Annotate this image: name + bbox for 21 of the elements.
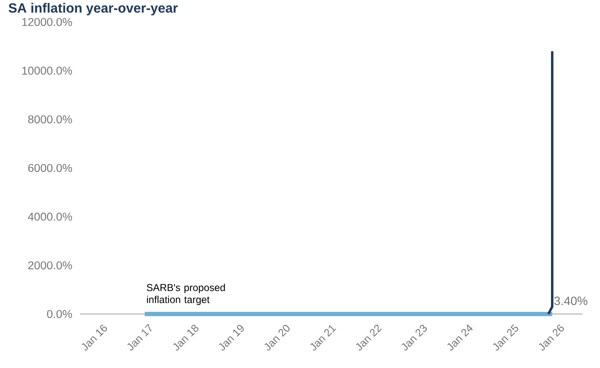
- y-tick-label: 6000.0%: [28, 164, 72, 172]
- annotation: SARB's proposed inflation target: [146, 284, 225, 306]
- annotation: 3.40%: [554, 296, 588, 306]
- x-tick-label: Jan 23: [402, 324, 427, 351]
- x-tick-label: Jan 16: [82, 324, 107, 351]
- y-tick-label: 12000.0%: [22, 18, 72, 26]
- x-tick-label: Jan 17: [127, 324, 152, 350]
- y-tick-label: 8000.0%: [28, 115, 72, 124]
- y-tick-label: 4000.0%: [28, 212, 72, 221]
- x-tick-label: Jan 25: [493, 324, 518, 351]
- x-tick-label: Jan 24: [447, 324, 473, 351]
- x-tick-label: Jan 18: [173, 324, 198, 351]
- y-tick-label: 2000.0%: [28, 261, 72, 270]
- x-tick-label: Jan 21: [310, 325, 336, 351]
- y-tick-label: 10000.0%: [22, 66, 72, 75]
- x-tick-label: Jan 26: [538, 324, 564, 351]
- x-tick-label: Jan 19: [218, 324, 244, 351]
- x-tick-label: Jan 22: [356, 324, 382, 351]
- chart-title: SA inflation year-over-year: [8, 2, 178, 16]
- y-tick-label: 0.0%: [47, 310, 72, 318]
- x-tick-label: Jan 20: [264, 324, 290, 351]
